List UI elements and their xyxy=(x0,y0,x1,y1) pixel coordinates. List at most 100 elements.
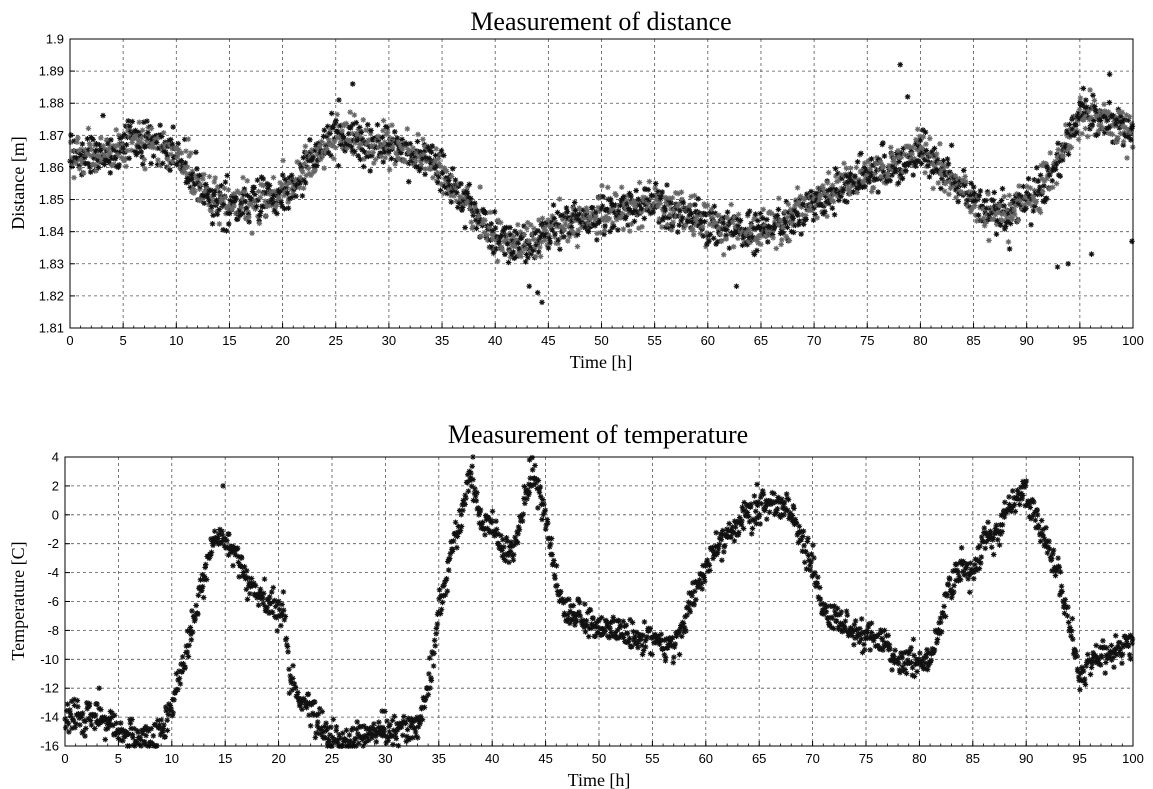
data-point xyxy=(121,131,128,138)
data-point xyxy=(907,647,914,654)
data-point xyxy=(354,130,360,137)
data-point xyxy=(657,195,664,202)
data-point xyxy=(224,537,230,544)
data-point xyxy=(948,142,955,149)
data-point xyxy=(865,624,872,630)
data-point xyxy=(199,583,206,590)
x-tick-label: 35 xyxy=(432,751,446,766)
data-point xyxy=(365,731,372,737)
data-point xyxy=(490,227,496,234)
data-point xyxy=(240,569,247,576)
data-point xyxy=(470,476,476,483)
data-point xyxy=(428,165,434,172)
data-point xyxy=(323,727,330,734)
data-point xyxy=(182,664,188,670)
data-point xyxy=(537,234,544,240)
data-point xyxy=(477,507,484,513)
data-point xyxy=(676,628,682,635)
data-point xyxy=(369,735,375,741)
data-point xyxy=(416,154,422,160)
data-point xyxy=(263,190,270,196)
data-point xyxy=(714,549,721,556)
data-point xyxy=(1097,662,1104,668)
data-point xyxy=(635,638,642,644)
data-point xyxy=(689,592,695,599)
data-point xyxy=(1019,496,1025,502)
data-point xyxy=(866,179,872,185)
data-point xyxy=(762,225,768,232)
data-point xyxy=(907,150,914,157)
data-point xyxy=(352,140,359,146)
data-point xyxy=(959,181,965,187)
data-point xyxy=(1125,643,1132,650)
data-point xyxy=(773,509,780,516)
data-point xyxy=(1037,530,1044,537)
data-point xyxy=(565,616,572,623)
data-point xyxy=(973,566,980,573)
data-point xyxy=(936,620,942,626)
data-point xyxy=(449,165,456,172)
data-point xyxy=(881,643,887,650)
data-point xyxy=(374,121,381,128)
data-point xyxy=(275,196,282,202)
data-point xyxy=(133,151,140,158)
data-point xyxy=(150,153,157,159)
data-point xyxy=(202,193,208,200)
data-point xyxy=(457,527,464,534)
data-point xyxy=(70,717,77,724)
data-point xyxy=(934,640,940,646)
data-point xyxy=(164,152,171,159)
data-point xyxy=(686,607,693,613)
data-point xyxy=(923,141,929,147)
outlier-point xyxy=(1088,251,1095,257)
data-point xyxy=(692,588,698,594)
data-point xyxy=(409,734,416,741)
data-point xyxy=(437,187,444,194)
data-point xyxy=(1064,613,1071,619)
data-point xyxy=(952,173,959,179)
data-point xyxy=(766,509,773,515)
data-point xyxy=(1046,186,1053,192)
data-point xyxy=(999,185,1006,192)
data-point xyxy=(575,231,581,238)
data-point xyxy=(1117,646,1124,652)
data-point xyxy=(927,135,933,142)
data-point xyxy=(917,650,923,656)
data-point xyxy=(119,142,125,148)
data-point xyxy=(161,148,168,155)
data-point xyxy=(100,143,106,149)
data-point xyxy=(634,629,640,636)
data-point xyxy=(262,198,269,205)
data-point xyxy=(507,224,513,231)
data-point xyxy=(606,216,613,222)
data-point xyxy=(1105,655,1111,661)
y-tick-label: -10 xyxy=(40,652,59,667)
data-point xyxy=(906,144,913,151)
data-point xyxy=(693,596,699,603)
data-point xyxy=(625,638,632,645)
data-point xyxy=(661,214,667,220)
data-point xyxy=(528,483,534,489)
data-point xyxy=(498,244,505,250)
data-point xyxy=(613,192,619,199)
data-point xyxy=(829,615,836,621)
data-point xyxy=(753,520,760,527)
data-point xyxy=(1110,113,1117,119)
data-point xyxy=(255,188,262,195)
data-point xyxy=(339,730,346,737)
data-point xyxy=(656,641,663,648)
data-point xyxy=(1011,501,1018,508)
data-point xyxy=(168,151,174,158)
data-point xyxy=(833,173,839,179)
data-point xyxy=(922,660,929,666)
data-point xyxy=(307,723,314,729)
data-point xyxy=(157,732,164,738)
data-point xyxy=(837,620,844,627)
data-point xyxy=(781,512,787,518)
data-point xyxy=(578,224,585,231)
data-point xyxy=(865,176,872,183)
data-point xyxy=(1015,200,1022,207)
data-point xyxy=(291,184,298,191)
data-point xyxy=(970,198,976,205)
data-point xyxy=(98,157,105,164)
